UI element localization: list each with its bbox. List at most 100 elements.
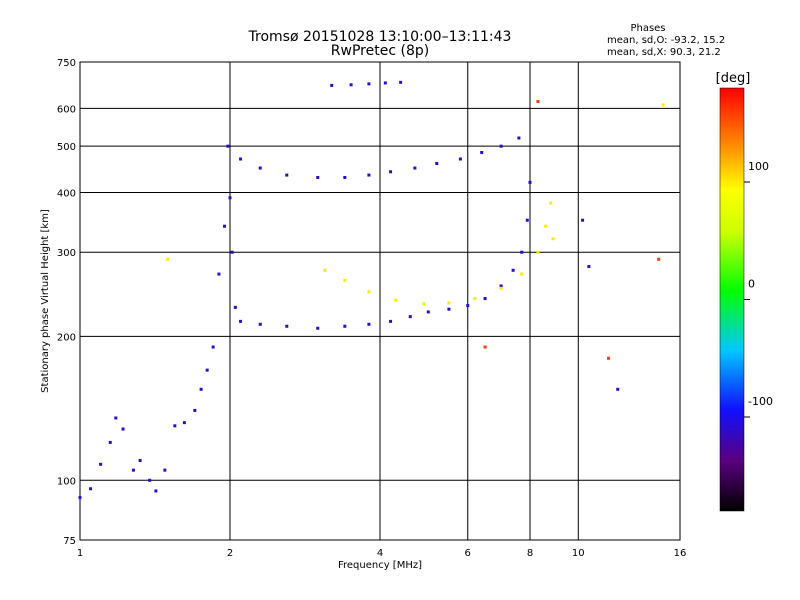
- data-point: [258, 322, 262, 326]
- data-point: [199, 387, 203, 391]
- y-tick-label: 200: [57, 332, 76, 343]
- data-point: [193, 408, 197, 412]
- data-point: [230, 250, 234, 254]
- data-point: [166, 257, 170, 261]
- data-point: [323, 268, 327, 272]
- data-point: [233, 305, 237, 309]
- data-point: [108, 440, 112, 444]
- data-point: [549, 201, 553, 205]
- data-point: [285, 173, 289, 177]
- data-point: [99, 462, 103, 466]
- data-point: [114, 416, 118, 420]
- data-point: [551, 237, 555, 241]
- phases-line-o: mean, sd,O: -93.2, 15.2: [607, 35, 725, 46]
- data-point: [520, 250, 524, 254]
- data-point: [408, 315, 412, 319]
- data-point: [399, 80, 403, 84]
- data-point: [528, 180, 532, 184]
- colorbar-label: [deg]: [716, 71, 751, 86]
- data-point: [483, 345, 487, 349]
- y-tick-label: 500: [57, 142, 76, 153]
- data-point: [383, 81, 387, 85]
- data-point: [525, 218, 529, 222]
- data-point: [616, 387, 620, 391]
- y-tick-labels: 75 100 200 300 400 500 600 750: [57, 58, 76, 547]
- x-tick-label: 2: [227, 548, 233, 559]
- data-point: [394, 298, 398, 302]
- data-point: [138, 458, 142, 462]
- x-tick-label: 16: [674, 548, 687, 559]
- data-point: [89, 487, 93, 491]
- grid: [80, 62, 680, 540]
- data-point: [466, 304, 470, 308]
- data-points: [78, 80, 665, 500]
- data-point: [285, 324, 289, 328]
- data-point: [228, 196, 232, 200]
- data-point: [316, 175, 320, 179]
- data-point: [182, 421, 186, 425]
- x-tick-label: 8: [527, 548, 533, 559]
- data-point: [258, 166, 262, 170]
- data-point: [389, 170, 393, 174]
- data-point: [536, 100, 540, 104]
- data-point: [426, 310, 430, 314]
- y-axis-label: Stationary phase Virtual Height [km]: [40, 209, 51, 393]
- plot-frame: [79, 61, 681, 541]
- data-point: [447, 301, 451, 305]
- data-point: [173, 424, 177, 428]
- y-tick-label: 100: [57, 476, 76, 487]
- data-point: [239, 157, 243, 161]
- data-point: [217, 272, 221, 276]
- data-point: [367, 173, 371, 177]
- y-tick-label: 300: [57, 248, 76, 259]
- data-point: [458, 157, 462, 161]
- x-tick-labels: 1 2 4 6 8 10 16: [77, 548, 687, 559]
- data-point: [131, 468, 135, 472]
- data-point: [499, 286, 503, 290]
- data-point: [435, 161, 439, 165]
- data-point: [367, 322, 371, 326]
- data-point: [367, 290, 371, 294]
- data-point: [536, 250, 540, 254]
- data-point: [517, 136, 521, 140]
- colorbar: [719, 87, 745, 512]
- x-tick-label: 4: [377, 548, 383, 559]
- colorbar-tick-label: 100: [748, 160, 769, 173]
- phases-title: Phases: [630, 23, 665, 34]
- y-tick-label: 750: [57, 58, 76, 69]
- chart-title: Tromsø 20151028 13:10:00–13:11:43: [248, 29, 512, 45]
- data-point: [163, 468, 167, 472]
- data-point: [422, 302, 426, 306]
- x-tick-label: 6: [465, 548, 471, 559]
- data-point: [223, 224, 227, 228]
- data-point: [121, 427, 125, 431]
- data-point: [473, 297, 477, 301]
- data-point: [316, 326, 320, 330]
- data-point: [587, 265, 591, 269]
- x-axis-label: Frequency [MHz]: [338, 560, 422, 571]
- data-point: [499, 284, 503, 288]
- data-point: [483, 297, 487, 301]
- data-point: [343, 175, 347, 179]
- data-point: [349, 83, 353, 87]
- y-tick-label: 600: [57, 104, 76, 115]
- phases-line-x: mean, sd,X: 90.3, 21.2: [607, 47, 721, 58]
- data-point: [657, 257, 661, 261]
- data-point: [343, 324, 347, 328]
- data-point: [447, 307, 451, 311]
- x-tick-label: 10: [572, 548, 585, 559]
- data-point: [343, 278, 347, 282]
- colorbar-ticks: 100 0 -100: [744, 160, 773, 418]
- data-point: [211, 345, 215, 349]
- data-point: [148, 478, 152, 482]
- data-point: [661, 103, 665, 107]
- data-point: [226, 144, 230, 148]
- data-point: [389, 319, 393, 323]
- data-point: [511, 268, 515, 272]
- data-point: [413, 166, 417, 170]
- y-tick-label: 75: [63, 536, 76, 547]
- colorbar-tick-label: -100: [748, 395, 773, 408]
- x-tick-label: 1: [77, 548, 83, 559]
- data-point: [544, 224, 548, 228]
